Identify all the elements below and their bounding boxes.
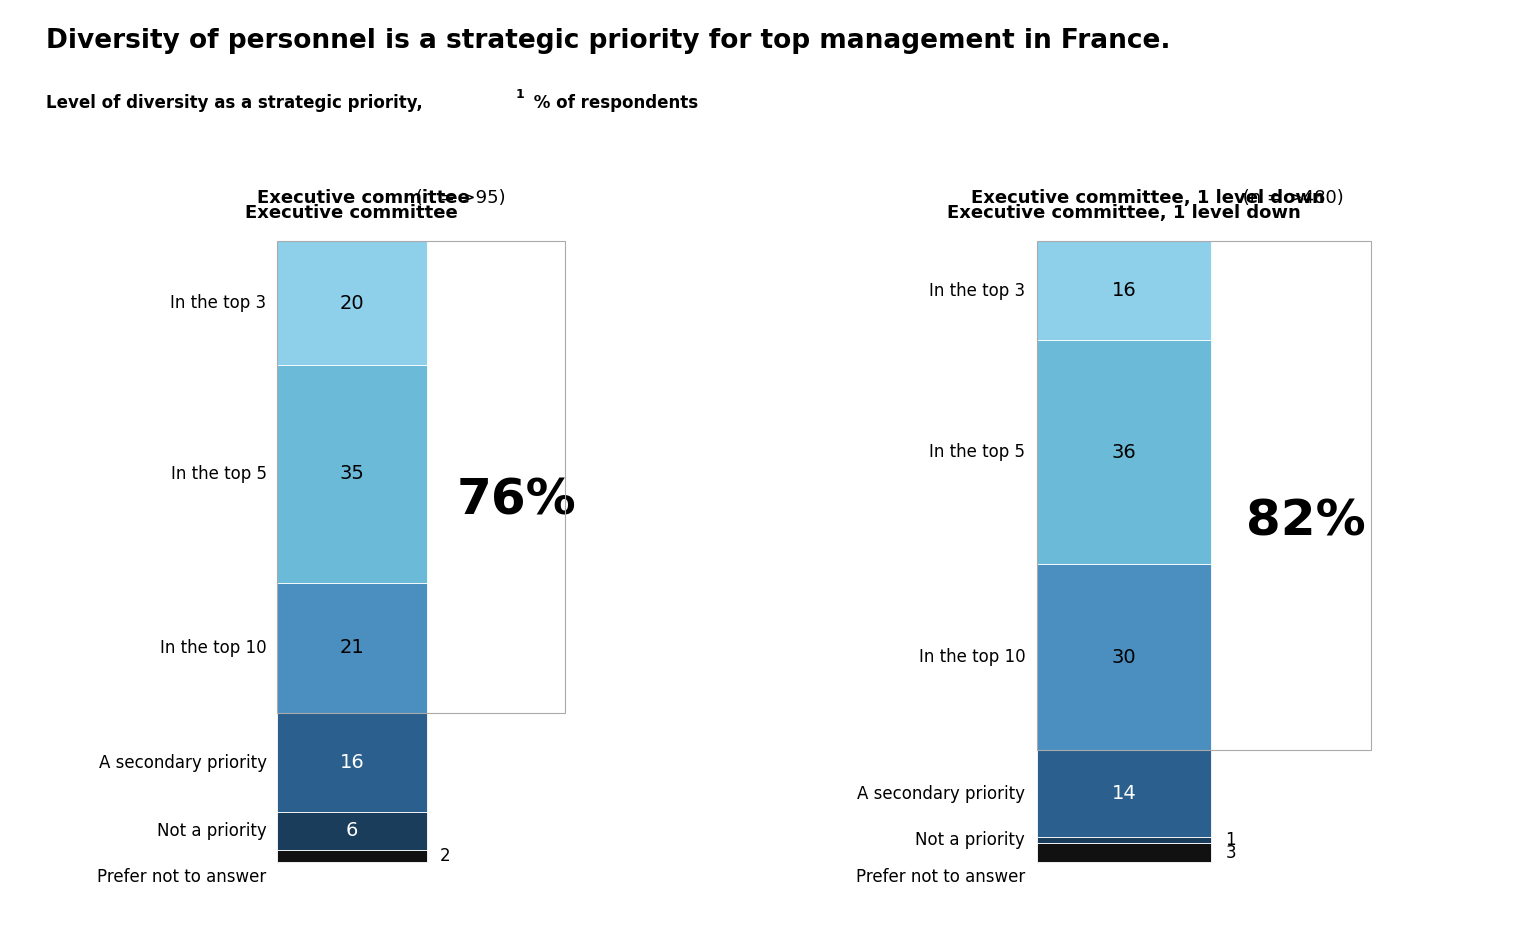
Text: 35: 35 <box>340 464 364 483</box>
Text: A secondary priority: A secondary priority <box>858 785 1025 803</box>
Bar <box>1037 750 1211 838</box>
Text: A secondary priority: A secondary priority <box>99 754 267 772</box>
Text: Executive committee: Executive committee <box>257 189 469 207</box>
Text: Executive committee, 1 level down: Executive committee, 1 level down <box>947 204 1301 223</box>
Text: 30: 30 <box>1111 648 1137 666</box>
Text: In the top 5: In the top 5 <box>170 465 267 483</box>
Bar <box>1037 340 1211 564</box>
Text: 2: 2 <box>440 847 451 865</box>
Bar <box>276 583 427 713</box>
Text: Executive committee, 1 level down: Executive committee, 1 level down <box>972 189 1325 207</box>
Text: 76%: 76% <box>457 477 577 525</box>
Bar <box>276 241 565 713</box>
Text: In the top 10: In the top 10 <box>159 639 267 657</box>
Bar <box>276 366 427 583</box>
Text: 1: 1 <box>1225 831 1236 849</box>
Bar <box>1037 843 1211 862</box>
Text: Not a priority: Not a priority <box>915 831 1025 849</box>
Text: In the top 10: In the top 10 <box>918 648 1025 666</box>
Text: Executive committee: Executive committee <box>246 204 458 223</box>
Text: 3: 3 <box>1225 843 1236 862</box>
Text: In the top 5: In the top 5 <box>929 443 1025 462</box>
Bar <box>276 850 427 862</box>
Text: Prefer not to answer: Prefer not to answer <box>856 869 1025 886</box>
Bar <box>276 241 427 366</box>
Text: 1: 1 <box>516 88 524 102</box>
Text: 21: 21 <box>340 638 364 657</box>
Text: 20: 20 <box>340 293 364 313</box>
Bar <box>1037 241 1371 750</box>
Text: Prefer not to answer: Prefer not to answer <box>97 869 267 886</box>
Text: % of respondents: % of respondents <box>528 94 698 112</box>
Text: Diversity of personnel is a strategic priority for top management in France.: Diversity of personnel is a strategic pr… <box>46 28 1170 55</box>
Bar <box>1037 564 1211 750</box>
Bar <box>1037 241 1211 340</box>
Text: In the top 3: In the top 3 <box>929 282 1025 300</box>
Text: (n = >480): (n = >480) <box>1237 189 1343 207</box>
Text: Level of diversity as a strategic priority,: Level of diversity as a strategic priori… <box>46 94 422 112</box>
Text: In the top 3: In the top 3 <box>170 294 267 312</box>
Bar <box>276 713 427 812</box>
Bar <box>276 812 427 850</box>
Text: 82%: 82% <box>1246 497 1366 545</box>
Text: 6: 6 <box>346 822 358 840</box>
Text: 16: 16 <box>340 753 364 772</box>
Text: 36: 36 <box>1111 443 1137 462</box>
Text: Not a priority: Not a priority <box>156 822 267 840</box>
Text: 14: 14 <box>1111 784 1137 803</box>
Text: (n = >95): (n = >95) <box>410 189 505 207</box>
Text: 16: 16 <box>1111 281 1137 300</box>
Bar <box>1037 838 1211 843</box>
